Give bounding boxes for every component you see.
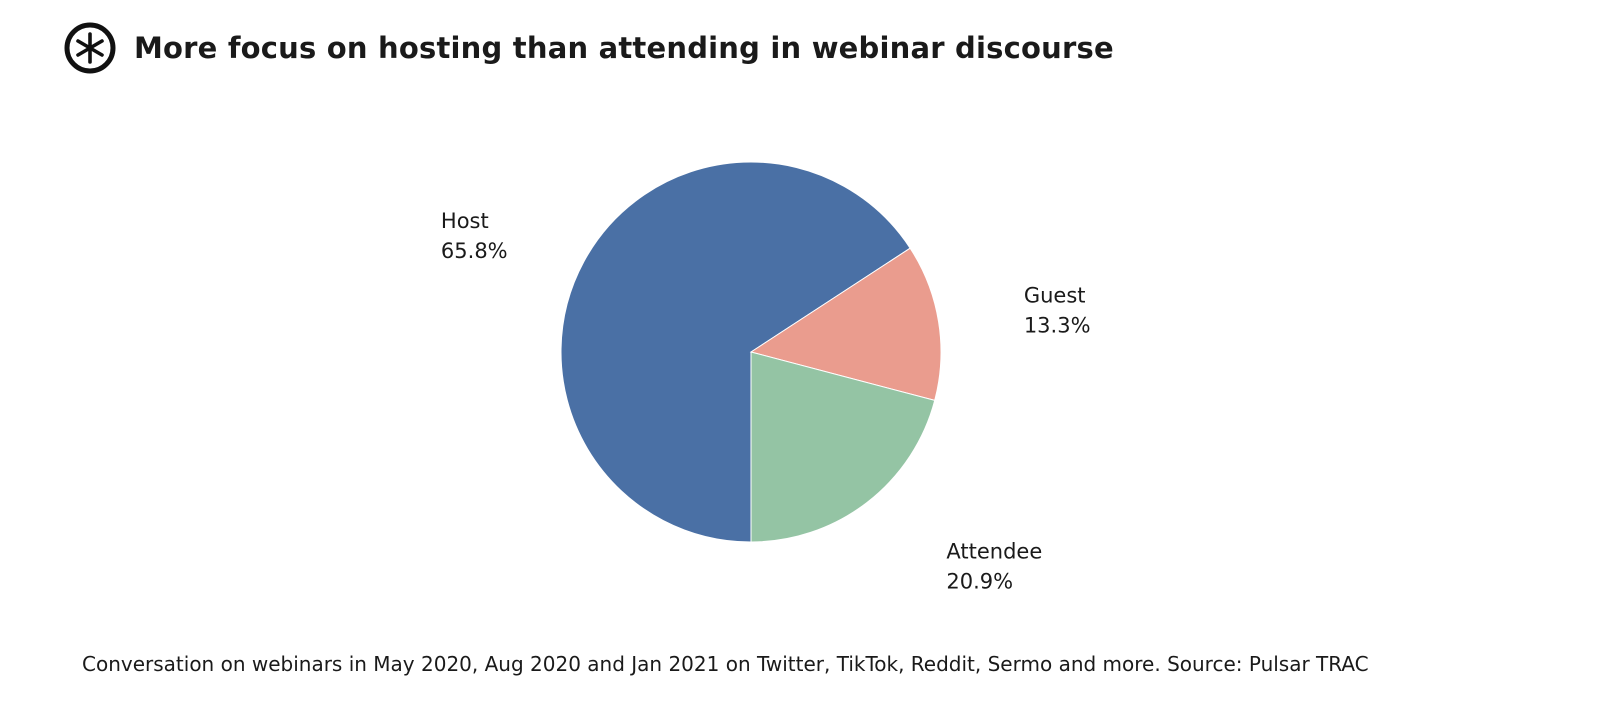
slice-value-host: 65.8% [441, 239, 508, 263]
pie-slice-host [560, 161, 911, 543]
chart-header: More focus on hosting than attending in … [62, 20, 1114, 76]
slice-label-guest: Guest [1024, 283, 1086, 307]
asterisk-circle-logo-icon [64, 22, 116, 74]
pie-slice-guest [749, 247, 942, 402]
slice-label-attendee: Attendee [946, 539, 1042, 563]
pie-slice-attendee [750, 351, 936, 543]
slice-label-host: Host [441, 209, 489, 233]
chart-footnote: Conversation on webinars in May 2020, Au… [82, 652, 1369, 676]
chart-title: More focus on hosting than attending in … [134, 31, 1114, 65]
slice-value-attendee: 20.9% [946, 569, 1013, 593]
slice-value-guest: 13.3% [1024, 313, 1091, 337]
